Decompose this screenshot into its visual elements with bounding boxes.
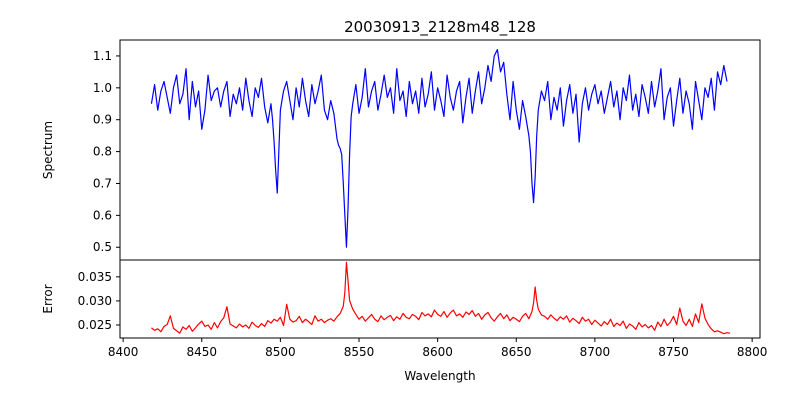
x-tick-label: 8500	[265, 345, 296, 359]
wavelength-x-ticks: 8400 8450 8500 8550 8600 8650 8700 8750 8800	[108, 338, 768, 359]
error-panel: 0.025 0.030 0.035 Error	[41, 259, 761, 339]
spectrum-y-tick-label: 0.7	[93, 176, 112, 190]
x-tick-label: 8550	[344, 345, 375, 359]
spectrum-line	[150, 48, 728, 248]
error-y-tick-label: 0.035	[78, 270, 112, 284]
wavelength-axis-label: Wavelength	[404, 369, 475, 383]
error-axis-label: Error	[41, 284, 55, 313]
spectrum-panel: 0.5 0.6 0.7 0.8 0.9 1.0 1.1 Spectrum	[41, 39, 761, 261]
spectrum-y-tick-label: 0.9	[93, 113, 112, 127]
spectrum-axis-label: Spectrum	[41, 121, 55, 179]
spectrum-y-tick-label: 1.1	[93, 49, 112, 63]
x-tick-label: 8700	[580, 345, 611, 359]
chart-title: 20030913_2128m48_128	[344, 18, 536, 37]
x-tick-label: 8750	[658, 345, 689, 359]
spectrum-y-tick-label: 0.6	[93, 208, 112, 222]
error-axes-frame	[119, 259, 761, 339]
spectrum-y-tick-label: 1.0	[93, 81, 112, 95]
error-y-tick-label: 0.025	[78, 318, 112, 332]
x-tick-label: 8600	[422, 345, 453, 359]
x-tick-label: 8650	[501, 345, 532, 359]
error-y-ticks: 0.025 0.030 0.035	[78, 270, 120, 332]
spectrum-y-tick-label: 0.8	[93, 145, 112, 159]
error-line	[151, 261, 731, 335]
x-tick-label: 8450	[186, 345, 217, 359]
spectrum-y-ticks: 0.5 0.6 0.7 0.8 0.9 1.0 1.1	[93, 49, 120, 254]
x-tick-label: 8800	[737, 345, 768, 359]
x-tick-label: 8400	[108, 345, 139, 359]
error-y-tick-label: 0.030	[78, 294, 112, 308]
spectrum-y-tick-label: 0.5	[93, 240, 112, 254]
spectrum-axes-frame	[119, 39, 761, 261]
